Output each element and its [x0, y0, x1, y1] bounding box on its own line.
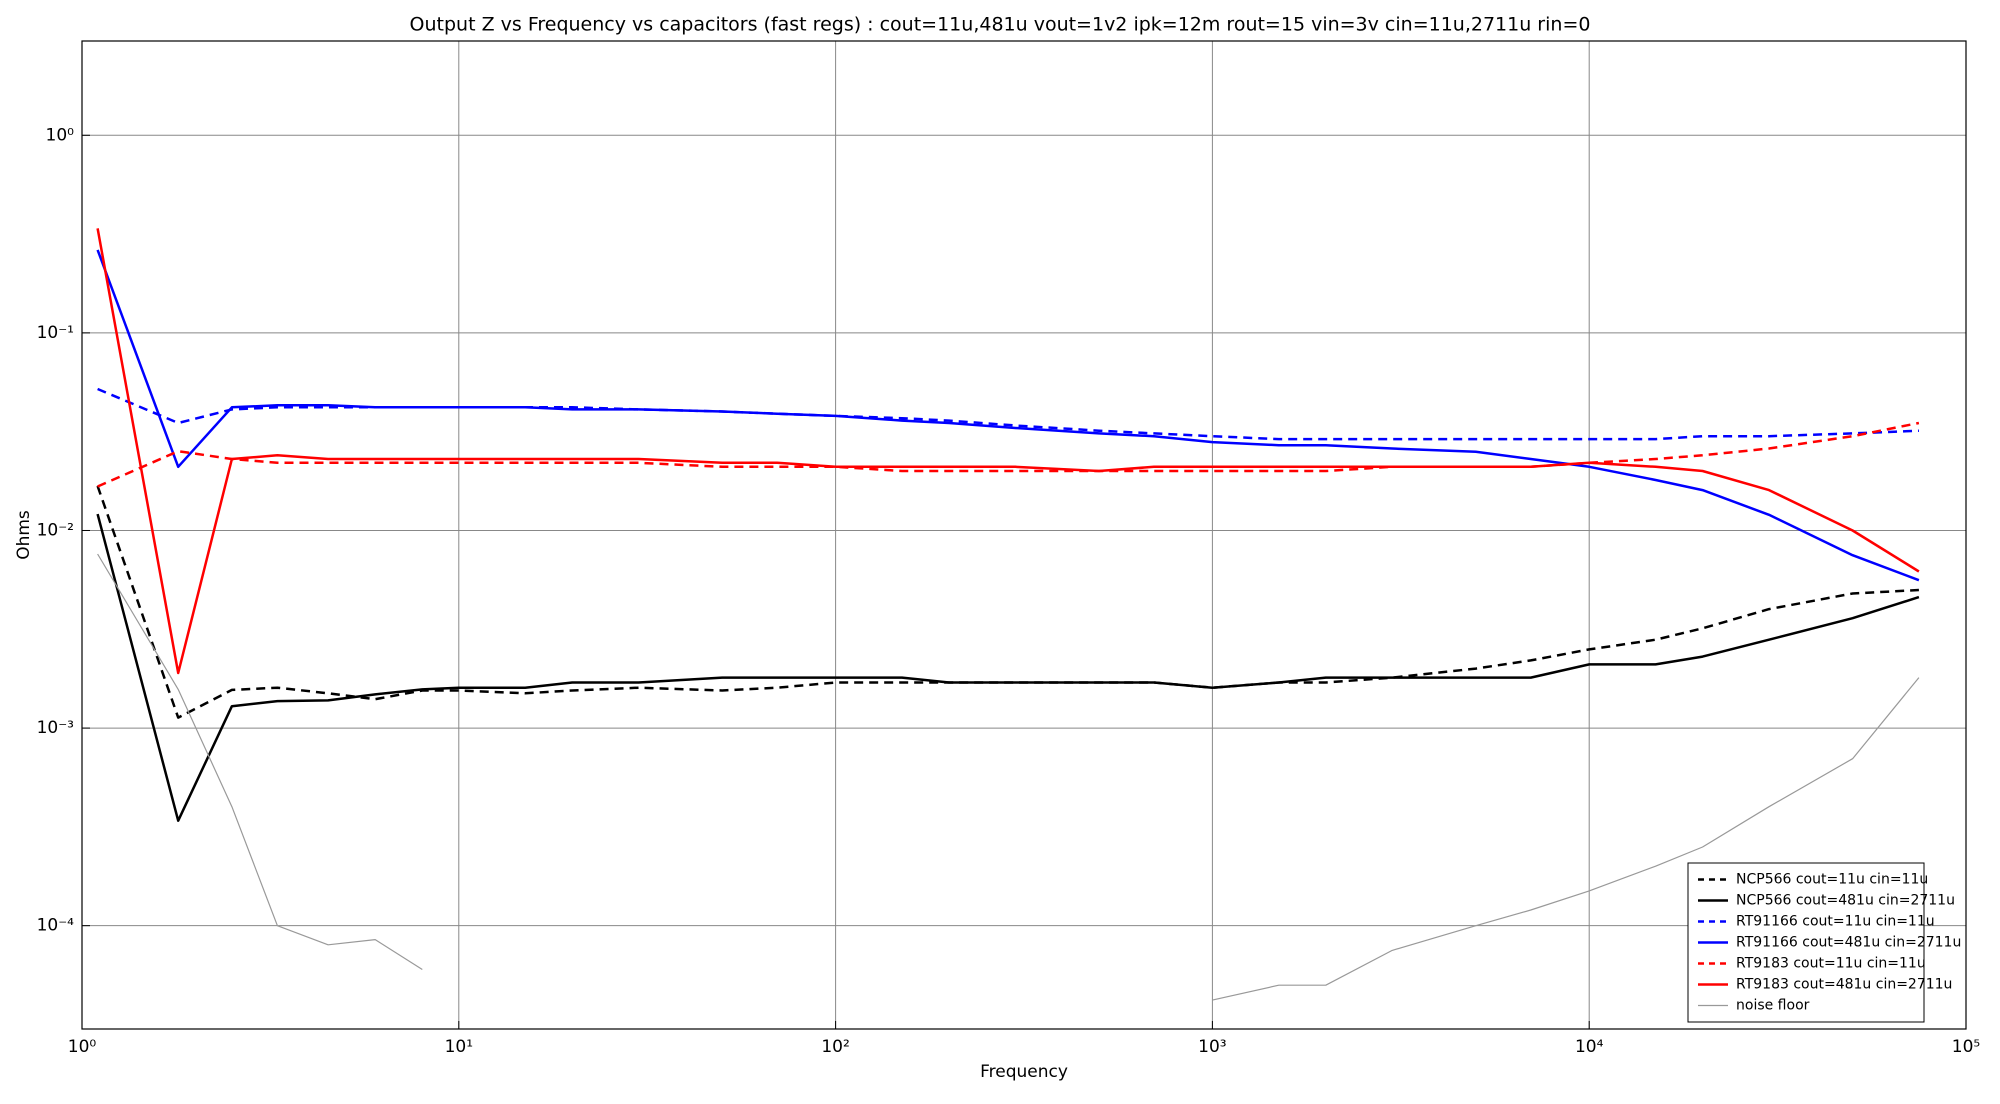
- x-tick-label: 10³: [1198, 1037, 1226, 1057]
- x-tick-label: 10⁰: [68, 1037, 97, 1057]
- y-tick-label: 10⁻²: [37, 520, 74, 540]
- series-line: [96, 249, 1920, 582]
- series-line: [97, 553, 1920, 1001]
- y-axis-label: Ohms: [14, 510, 34, 560]
- y-tick-label: 10⁻⁴: [37, 916, 75, 936]
- legend-label: NCP566 cout=11u cin=11u: [1736, 872, 1928, 888]
- legend-label: RT91166 cout=481u cin=2711u: [1736, 935, 1961, 951]
- plot-frame: [81, 40, 1967, 1030]
- x-tick-label: 10⁴: [1575, 1037, 1604, 1057]
- series-line: [96, 228, 1920, 675]
- legend-label: NCP566 cout=481u cin=2711u: [1736, 893, 1955, 909]
- y-tick-label: 10⁻¹: [37, 323, 74, 343]
- legend-label: RT9183 cout=481u cin=2711u: [1736, 977, 1952, 993]
- legend-label: noise floor: [1736, 998, 1810, 1014]
- x-axis-label: Frequency: [980, 1062, 1068, 1082]
- x-tick-label: 10²: [821, 1037, 849, 1057]
- legend: NCP566 cout=11u cin=11u NCP566 cout=481u …: [1687, 862, 1961, 1023]
- y-tick-label: 10⁻³: [37, 718, 74, 738]
- y-tick-label: 10⁰: [46, 125, 75, 145]
- x-tick-label: 10¹: [445, 1037, 473, 1057]
- series-line: [96, 513, 1920, 822]
- plot-lines: [96, 228, 1920, 1001]
- legend-label: RT9183 cout=11u cin=11u: [1736, 956, 1926, 972]
- x-tick-label: 10⁵: [1952, 1037, 1980, 1057]
- legend-label: RT91166 cout=11u cin=11u: [1736, 914, 1935, 930]
- chart-title: Output Z vs Frequency vs capacitors (fas…: [410, 14, 1591, 36]
